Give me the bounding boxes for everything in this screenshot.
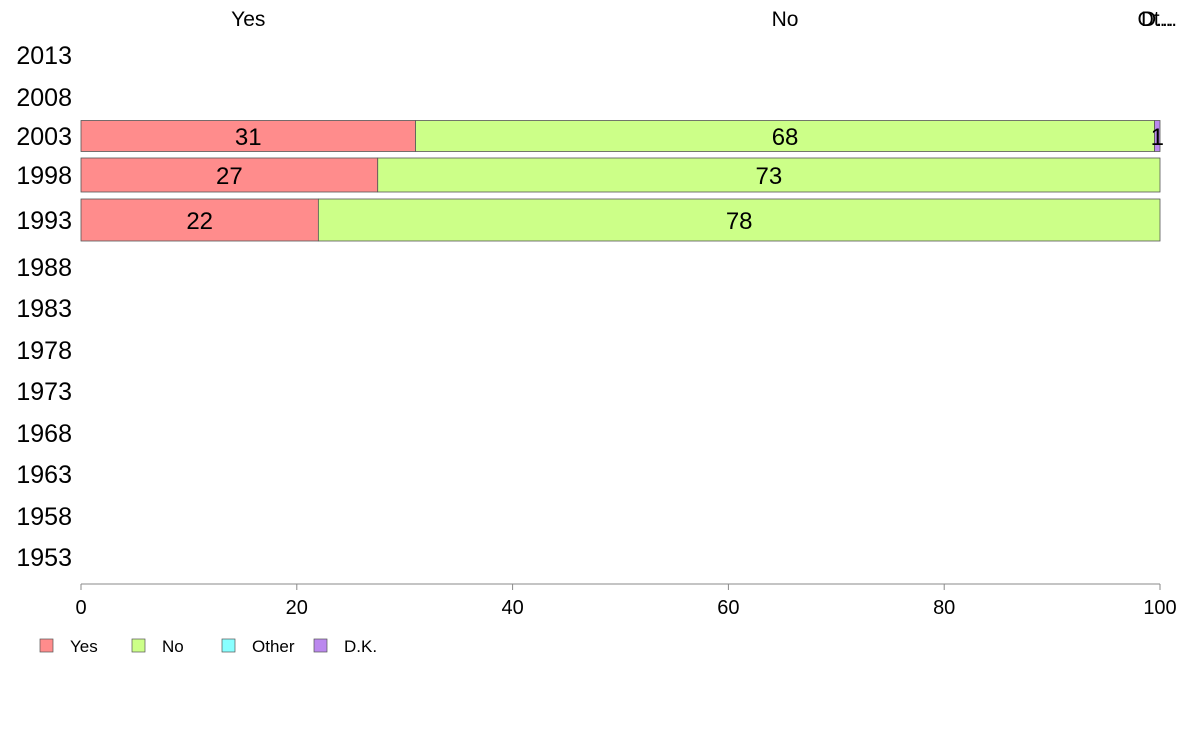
year-label-1963: 1963 — [16, 461, 72, 489]
bar-1998-yes — [80, 157, 379, 193]
bar-1993-yes — [80, 198, 319, 242]
year-label-1958: 1958 — [16, 503, 72, 531]
x-tick-label-60: 60 — [717, 597, 739, 619]
x-tick-label-80: 80 — [933, 597, 955, 619]
legend-label-d-k: D.K. — [344, 637, 377, 656]
legend-swatch-no — [131, 638, 146, 653]
segment-header-d: D... — [1141, 8, 1174, 31]
year-label-1983: 1983 — [16, 295, 72, 323]
x-tick-label-40: 40 — [501, 597, 523, 619]
x-tick-label-0: 0 — [75, 597, 86, 619]
legend: Yes No Other D.K. — [39, 637, 377, 656]
bar-1998-no — [377, 157, 1161, 193]
year-label-1998: 1998 — [16, 162, 72, 190]
year-label-2013: 2013 — [16, 42, 72, 70]
segment-header-no: No — [772, 8, 799, 31]
segment-header-ot: Ot... — [1137, 8, 1177, 31]
year-label-1953: 1953 — [16, 544, 72, 572]
bar-label-1998-yes: 27 — [216, 163, 243, 190]
y-axis-tick-labels: 2013 2008 2003 1998 1993 1988 1983 1978 1973 1968… — [16, 42, 72, 572]
year-label-2008: 2008 — [16, 84, 72, 112]
year-label-1993: 1993 — [16, 207, 72, 235]
x-axis: 0 20 40 60 80 100 — [75, 583, 1177, 619]
x-tick-label-100: 100 — [1143, 597, 1176, 619]
bar-label-1998-no: 73 — [756, 163, 783, 190]
bar-label-1993-no: 78 — [726, 208, 753, 235]
x-tick-label-20: 20 — [286, 597, 308, 619]
year-label-2003: 2003 — [16, 123, 72, 151]
year-label-1968: 1968 — [16, 420, 72, 448]
year-label-1973: 1973 — [16, 378, 72, 406]
legend-label-other: Other — [252, 637, 295, 656]
bar-1993-no — [317, 198, 1161, 242]
bar-label-2003-d-k: 1 — [1151, 124, 1164, 151]
year-label-1978: 1978 — [16, 337, 72, 365]
legend-label-yes: Yes — [70, 637, 98, 656]
legend-swatch-other — [221, 638, 236, 653]
bar-label-2003-yes: 31 — [235, 124, 262, 151]
legend-swatch-d-k — [313, 638, 328, 653]
bars: 31 68 1 27 73 22 78 — [80, 120, 1164, 242]
bar-2003-d-k — [1154, 120, 1161, 152]
year-label-1988: 1988 — [16, 254, 72, 282]
segment-header-labels: Yes No Ot...D... — [231, 8, 1177, 31]
bar-label-1993-yes: 22 — [186, 208, 213, 235]
bar-label-2003-no: 68 — [772, 124, 799, 151]
legend-swatch-yes — [39, 638, 54, 653]
bar-2003-no — [415, 120, 1156, 152]
legend-label-no: No — [162, 637, 184, 656]
segment-header-yes: Yes — [231, 8, 265, 31]
